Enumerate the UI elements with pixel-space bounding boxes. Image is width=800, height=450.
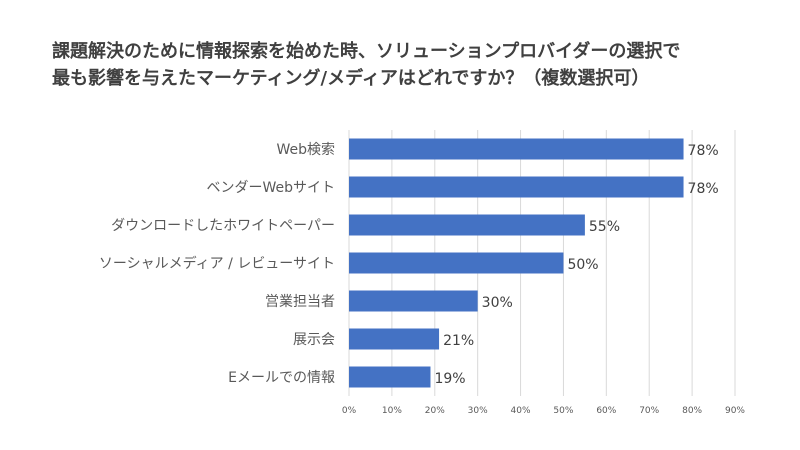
category-label: ソーシャルメディア / レビューサイト (99, 255, 335, 272)
chart-title-line-2: 最も影響を与えたマーケティング/メディアはどれですか？（複数選択可） (52, 68, 650, 89)
bar (349, 138, 684, 160)
category-label: ダウンロードしたホワイトペーパー (111, 218, 335, 234)
x-tick-label: 0% (342, 406, 357, 416)
bar (349, 252, 564, 274)
x-tick-label: 70% (639, 406, 659, 416)
value-label: 30% (482, 295, 513, 311)
value-label: 78% (688, 181, 719, 197)
bar (349, 176, 684, 198)
chart-title-line-1: 課題解決のために情報探索を始めた時、ソリューションプロバイダーの選択で (52, 41, 681, 62)
x-tick-label: 30% (468, 406, 488, 416)
bar (349, 328, 440, 350)
category-label: ベンダーWebサイト (206, 180, 335, 196)
category-label: 展示会 (293, 332, 335, 348)
x-tick-label: 90% (725, 406, 745, 416)
category-label: Web検索 (276, 141, 335, 158)
value-label: 78% (688, 143, 719, 159)
chart-title: 課題解決のために情報探索を始めた時、ソリューションプロバイダーの選択で 最も影響… (52, 38, 772, 92)
value-label: 21% (443, 333, 474, 349)
value-label: 50% (567, 257, 598, 273)
value-label: 55% (589, 219, 620, 235)
x-tick-label: 50% (553, 406, 573, 416)
bar (349, 214, 585, 236)
x-tick-label: 20% (425, 406, 445, 416)
value-label: 19% (434, 371, 465, 387)
x-tick-label: 10% (382, 406, 402, 416)
x-tick-label: 60% (596, 406, 616, 416)
x-tick-label: 80% (682, 406, 702, 416)
bar (349, 290, 478, 312)
category-label: Eメールでの情報 (228, 370, 335, 386)
category-label: 営業担当者 (265, 294, 335, 310)
x-tick-label: 40% (511, 406, 531, 416)
bar (349, 366, 431, 388)
